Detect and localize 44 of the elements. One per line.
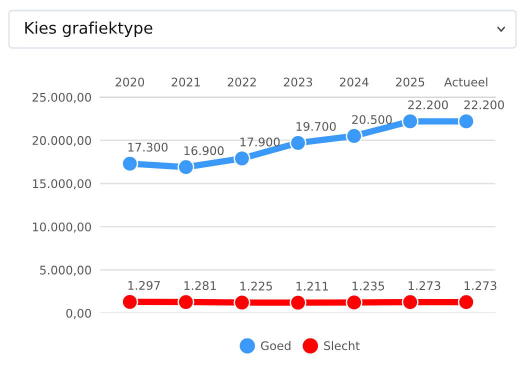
point xyxy=(402,112,418,130)
y-tick-label: 25.000,00 xyxy=(32,92,92,103)
x-tick-label: 2024 xyxy=(340,78,368,87)
legend-label: Goed xyxy=(260,341,290,350)
data-label: 1.225 xyxy=(240,282,272,291)
y-tick-label: 15.000,00 xyxy=(33,179,92,190)
data-label: 1.211 xyxy=(296,282,328,290)
chart-title: Kies grafiektype xyxy=(25,22,152,37)
x-tick-label: 2023 xyxy=(284,78,312,87)
data-label: 16.900 xyxy=(184,146,224,156)
data-label: 17.300 xyxy=(128,142,168,152)
point xyxy=(290,134,306,152)
x-tick-label: 2020 xyxy=(116,78,144,87)
data-label: 1.273 xyxy=(408,281,440,290)
point xyxy=(178,294,194,310)
y-tick-label: 5.000,00 xyxy=(40,266,92,276)
data-label: 1.281 xyxy=(184,281,216,290)
y-tick-label: 20.000,00 xyxy=(32,136,92,146)
data-label: 19.700 xyxy=(296,122,336,131)
x-tick-label: 2022 xyxy=(228,78,256,87)
data-label: 1.235 xyxy=(352,282,384,290)
point xyxy=(458,112,475,130)
point xyxy=(458,294,475,310)
x-tick-label: Actueel xyxy=(444,77,488,87)
point xyxy=(346,294,362,311)
data-label: 22.200 xyxy=(408,100,448,110)
point xyxy=(234,294,250,311)
y-tick-label: 10.000,00 xyxy=(33,222,92,233)
x-tick-label: 2025 xyxy=(396,78,424,87)
point xyxy=(234,150,250,167)
y-tick-label: 0,00 xyxy=(66,308,92,319)
point xyxy=(122,294,138,310)
data-label: 22.200 xyxy=(464,100,504,110)
data-label: 20.500 xyxy=(352,115,392,124)
data-label: 1.297 xyxy=(128,280,160,290)
point xyxy=(178,158,194,176)
point xyxy=(290,294,306,311)
point xyxy=(122,155,138,172)
data-label: 1.273 xyxy=(464,281,496,290)
data-label: 17.900 xyxy=(240,138,280,146)
point xyxy=(402,294,418,310)
x-tick-label: 2021 xyxy=(172,78,200,87)
point xyxy=(346,128,362,144)
legend-label: Slecht xyxy=(324,341,360,350)
